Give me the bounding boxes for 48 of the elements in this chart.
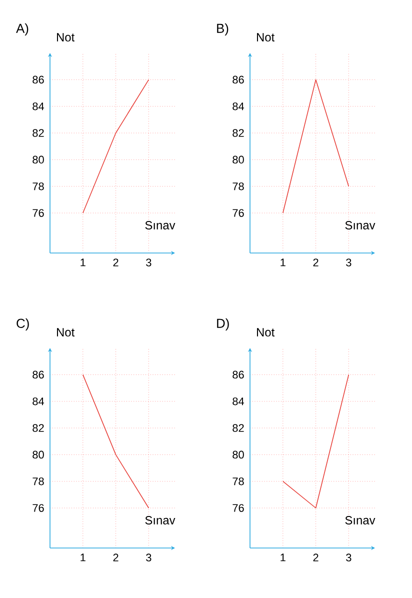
y-tick-label: 80 [232, 156, 244, 164]
y-tick-label: 80 [32, 450, 44, 459]
x-tick-label: 3 [146, 554, 152, 562]
chart-title: B) [217, 23, 228, 36]
y-axis-title: Not [57, 33, 75, 42]
y-tick-label: 76 [32, 504, 44, 512]
y-axis-title: Not [57, 328, 75, 336]
y-tick-label: 82 [232, 129, 244, 137]
y-tick-label: 78 [232, 477, 244, 486]
x-tick-label: 1 [80, 258, 86, 266]
y-tick-label: 76 [232, 504, 244, 512]
y-tick-label: 78 [232, 182, 244, 190]
y-tick-label: 78 [32, 477, 44, 486]
y-tick-label: 84 [232, 397, 244, 406]
y-tick-label: 78 [32, 182, 44, 190]
y-tick-label: 76 [32, 209, 44, 217]
x-tick-label: 2 [313, 554, 318, 562]
x-tick-label: 1 [80, 554, 86, 562]
x-tick-label: 1 [280, 554, 286, 562]
y-axis-title: Not [257, 328, 275, 336]
x-axis-title: Sınav [145, 221, 176, 230]
y-axis-title: Not [257, 33, 275, 42]
y-tick-label: 80 [32, 156, 44, 164]
x-tick-label: 3 [346, 554, 352, 562]
y-tick-label: 76 [232, 209, 244, 217]
chart-title: D) [217, 318, 229, 331]
y-tick-label: 86 [32, 370, 44, 379]
y-tick-label: 84 [32, 102, 44, 110]
chart-title: A) [16, 23, 28, 36]
y-tick-label: 86 [232, 76, 244, 84]
y-tick-label: 86 [232, 370, 244, 379]
y-tick-label: 82 [32, 424, 44, 432]
x-tick-label: 3 [346, 258, 352, 266]
y-tick-label: 84 [32, 397, 44, 406]
y-tick-label: 82 [32, 129, 44, 137]
x-tick-label: 2 [113, 258, 118, 266]
y-tick-label: 82 [232, 424, 244, 432]
x-tick-label: 3 [146, 258, 152, 266]
chart-title: C) [16, 318, 29, 331]
x-axis-title: Sınav [345, 516, 376, 524]
y-tick-label: 84 [232, 102, 244, 110]
x-axis-title: Sınav [345, 221, 376, 230]
x-tick-label: 2 [313, 258, 318, 266]
y-tick-label: 86 [32, 76, 44, 84]
x-tick-label: 2 [113, 554, 118, 562]
x-tick-label: 1 [280, 258, 286, 266]
y-tick-label: 80 [232, 450, 244, 459]
x-axis-title: Sınav [145, 516, 176, 524]
